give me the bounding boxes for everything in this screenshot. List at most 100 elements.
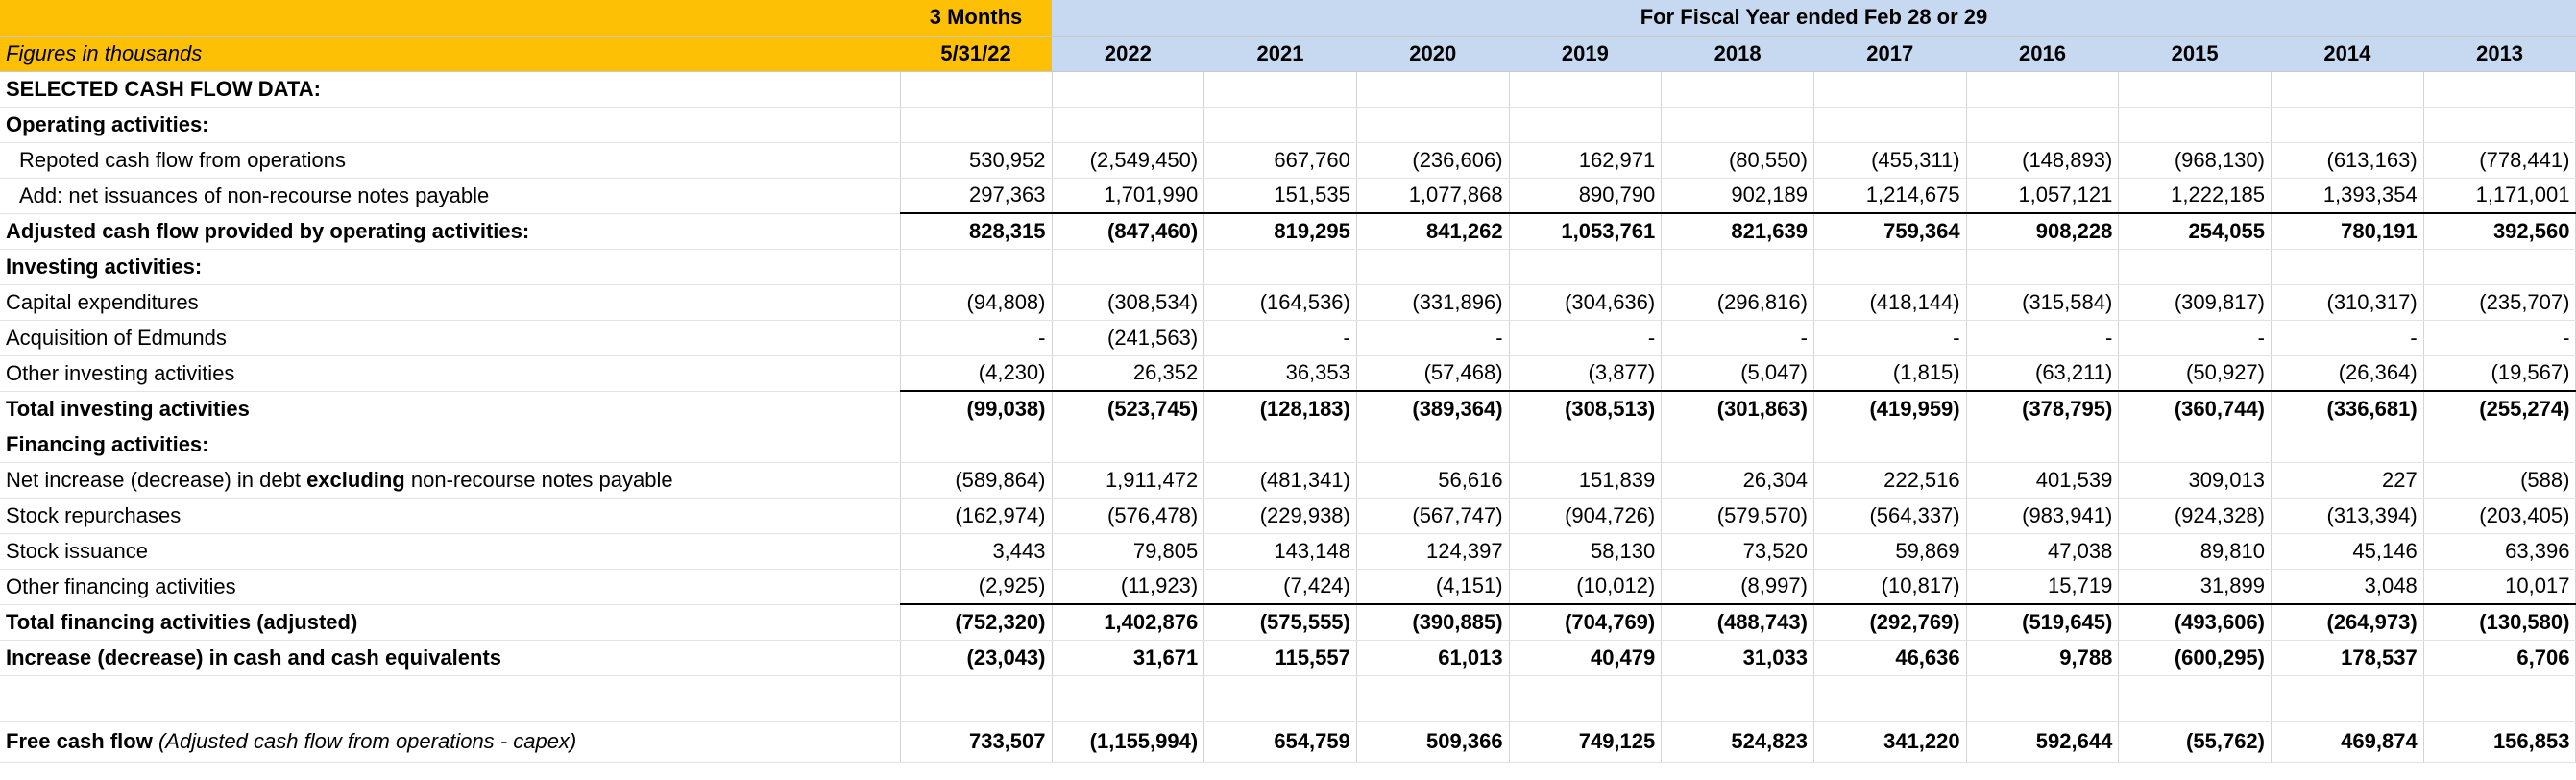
year-value-cell: (588) xyxy=(2423,462,2576,499)
header-row-bottom: Figures in thousands 5/31/22 2022 2021 2… xyxy=(0,36,2576,72)
year-value-cell: (128,183) xyxy=(1203,390,1357,427)
year-value-cell: (493,606) xyxy=(2118,603,2272,641)
year-value-cell: (315,584) xyxy=(1966,284,2120,321)
year-value-cell: (5,047) xyxy=(1661,355,1814,392)
year-header: 2022 xyxy=(1052,36,1204,72)
year-header: 2019 xyxy=(1509,36,1662,72)
quarter-value-cell: (162,974) xyxy=(900,498,1053,534)
row-label: Net increase (decrease) in debt excludin… xyxy=(0,462,901,499)
year-value-cell: 902,189 xyxy=(1661,178,1814,214)
year-value-cell: (1,815) xyxy=(1813,355,1967,392)
year-value-cell: (704,769) xyxy=(1509,603,1663,641)
figures-label: Figures in thousands xyxy=(0,36,900,72)
quarter-value-cell: - xyxy=(900,320,1053,356)
year-value-cell: 6,706 xyxy=(2423,640,2576,676)
year-value-cell: 15,719 xyxy=(1966,569,2120,605)
row-label: Other financing activities xyxy=(0,569,901,605)
year-value-cell: (360,744) xyxy=(2118,390,2272,427)
year-value-cell: 151,535 xyxy=(1203,178,1357,214)
year-value-cell: (63,211) xyxy=(1966,355,2120,392)
quarter-value-cell: (23,043) xyxy=(900,640,1053,676)
year-value-cell: (331,896) xyxy=(1356,284,1510,321)
year-value-cell: (983,941) xyxy=(1966,498,2120,534)
quarter-value-cell: 828,315 xyxy=(900,212,1053,250)
year-value-cell: (235,707) xyxy=(2423,284,2576,321)
year-value-cell: 1,057,121 xyxy=(1966,178,2120,214)
year-value-cell: 841,262 xyxy=(1356,212,1510,250)
year-value-cell: (313,394) xyxy=(2271,498,2424,534)
year-value-cell: (419,959) xyxy=(1813,390,1967,427)
year-value-cell: 26,304 xyxy=(1661,462,1814,499)
year-value-cell: (296,816) xyxy=(1661,284,1814,321)
year-value-cell: 36,353 xyxy=(1203,355,1357,392)
free-cash-flow-row: Free cash flow (Adjusted cash flow from … xyxy=(0,720,2576,763)
row-label: Adjusted cash flow provided by operating… xyxy=(0,212,901,250)
year-value-cell: 3,048 xyxy=(2271,569,2424,605)
year-value-cell: (241,563) xyxy=(1052,320,1205,356)
capex-row: Capital expenditures (94,808) (308,534) (1… xyxy=(0,284,2576,321)
financing-heading-row: Financing activities: xyxy=(0,427,2576,463)
year-value-cell: 46,636 xyxy=(1813,640,1967,676)
year-value-cell: 9,788 xyxy=(1966,640,2120,676)
financing-heading: Financing activities: xyxy=(0,427,901,463)
year-value-cell: 654,759 xyxy=(1203,720,1357,763)
investing-heading-row: Investing activities: xyxy=(0,249,2576,285)
year-value-cell: (778,441) xyxy=(2423,142,2576,179)
year-value-cell: 124,397 xyxy=(1356,533,1510,570)
year-value-cell: 47,038 xyxy=(1966,533,2120,570)
year-value-cell: 58,130 xyxy=(1509,533,1663,570)
year-value-cell: - xyxy=(1661,320,1814,356)
year-value-cell: (309,817) xyxy=(2118,284,2272,321)
year-value-cell: 61,013 xyxy=(1356,640,1510,676)
year-value-cell: 524,823 xyxy=(1661,720,1814,763)
year-value-cell: - xyxy=(2118,320,2272,356)
year-value-cell: - xyxy=(2271,320,2424,356)
year-value-cell: (301,863) xyxy=(1661,390,1814,427)
year-value-cell: 1,077,868 xyxy=(1356,178,1510,214)
year-value-cell: - xyxy=(1203,320,1357,356)
investing-heading: Investing activities: xyxy=(0,249,901,285)
quarter-value-cell: (752,320) xyxy=(900,603,1053,641)
row-label: Capital expenditures xyxy=(0,284,901,321)
year-value-cell: (3,877) xyxy=(1509,355,1663,392)
year-value-cell: 143,148 xyxy=(1203,533,1357,570)
year-value-cell: (924,328) xyxy=(2118,498,2272,534)
year-value-cell: 89,810 xyxy=(2118,533,2272,570)
year-value-cell: (57,468) xyxy=(1356,355,1510,392)
quarter-value-cell: 3,443 xyxy=(900,533,1053,570)
section-title-row: SELECTED CASH FLOW DATA: xyxy=(0,71,2576,108)
year-value-cell: (519,645) xyxy=(1966,603,2120,641)
year-value-cell: 1,171,001 xyxy=(2423,178,2576,214)
quarter-header-date: 5/31/22 xyxy=(900,36,1052,72)
issuance-row: Stock issuance 3,443 79,805 143,148 124,397… xyxy=(0,533,2576,570)
net-debt-row: Net increase (decrease) in debt excludin… xyxy=(0,462,2576,499)
fiscal-year-header: For Fiscal Year ended Feb 28 or 29 xyxy=(1052,0,2576,37)
year-value-cell: (308,513) xyxy=(1509,390,1663,427)
quarter-value-cell: 297,363 xyxy=(900,178,1053,214)
year-value-cell: (576,478) xyxy=(1052,498,1205,534)
year-value-cell: 780,191 xyxy=(2271,212,2424,250)
adjusted-cfo-row: Adjusted cash flow provided by operating… xyxy=(0,212,2576,250)
row-label: Other investing activities xyxy=(0,355,901,392)
year-value-cell: (50,927) xyxy=(2118,355,2272,392)
section-title: SELECTED CASH FLOW DATA: xyxy=(0,71,901,108)
year-value-cell: 178,537 xyxy=(2271,640,2424,676)
row-label: Free cash flow (Adjusted cash flow from … xyxy=(0,720,901,763)
year-value-cell: 309,013 xyxy=(2118,462,2272,499)
fcf-label-note: (Adjusted cash flow from operations - ca… xyxy=(152,729,577,753)
year-value-cell: 392,560 xyxy=(2423,212,2576,250)
spacer-row xyxy=(0,675,2576,722)
header-left-spacer xyxy=(0,0,900,37)
year-header: 2021 xyxy=(1203,36,1357,72)
quarter-value-cell: 733,507 xyxy=(900,720,1053,763)
total-investing-row: Total investing activities (99,038) (523,… xyxy=(0,390,2576,427)
year-value-cell: (10,012) xyxy=(1509,569,1663,605)
reported-cfo-row: Repoted cash flow from operations 530,95… xyxy=(0,142,2576,179)
year-value-cell: (613,163) xyxy=(2271,142,2424,179)
fcf-label: Free cash flow xyxy=(6,729,153,753)
year-value-cell: 1,222,185 xyxy=(2118,178,2272,214)
year-value-cell: (904,726) xyxy=(1509,498,1663,534)
year-value-cell: (600,295) xyxy=(2118,640,2272,676)
year-value-cell: (2,549,450) xyxy=(1052,142,1205,179)
year-header: 2017 xyxy=(1813,36,1967,72)
